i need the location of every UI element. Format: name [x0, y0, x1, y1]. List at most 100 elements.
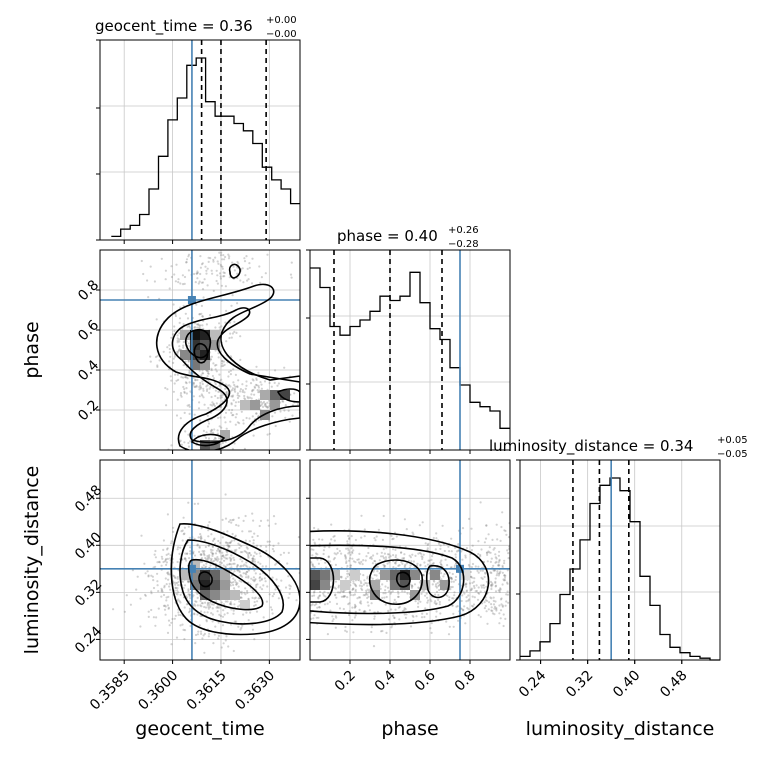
sample-point	[262, 584, 265, 587]
sample-point	[490, 557, 493, 560]
sample-point	[295, 599, 298, 602]
sample-point	[450, 550, 453, 553]
sample-point	[223, 258, 226, 261]
sample-point	[187, 589, 190, 593]
sample-point	[187, 433, 190, 436]
sample-point	[258, 552, 261, 555]
sample-point	[188, 557, 191, 560]
sample-point	[173, 575, 176, 578]
sample-point	[410, 584, 413, 587]
sample-point	[347, 552, 350, 555]
sample-point	[203, 651, 206, 654]
sample-point	[192, 550, 195, 553]
y-axis-label-luminosity-distance: luminosity_distance	[21, 466, 43, 655]
sample-point	[452, 580, 455, 583]
sample-point	[215, 600, 218, 603]
sample-point	[272, 592, 276, 596]
sample-point	[226, 550, 229, 553]
sample-point	[317, 596, 320, 599]
sample-point	[242, 572, 245, 575]
sample-point	[231, 294, 234, 297]
sample-point	[251, 390, 254, 393]
sample-point	[492, 599, 495, 603]
density-cell	[440, 580, 450, 590]
sample-point	[195, 384, 198, 387]
sample-point	[363, 579, 366, 582]
x-tick-label: 0.40	[610, 668, 643, 701]
sample-point	[311, 554, 314, 557]
sample-point	[210, 557, 213, 560]
sample-point	[329, 609, 332, 612]
density-cell	[200, 330, 210, 340]
density-cell	[190, 580, 200, 590]
sample-point	[483, 601, 486, 604]
sample-point	[202, 396, 205, 399]
sample-point	[410, 586, 413, 589]
sample-point	[196, 592, 199, 596]
sample-point	[170, 275, 173, 279]
contour-peak	[193, 342, 209, 364]
sample-point	[245, 380, 248, 383]
sample-point	[397, 595, 400, 599]
sample-point	[194, 600, 197, 603]
sample-point	[453, 564, 456, 567]
sample-point	[144, 572, 147, 575]
sample-point	[347, 534, 350, 538]
sample-point	[283, 409, 286, 412]
sample-point	[222, 254, 225, 257]
x-tick-label: 0.6	[412, 667, 439, 694]
sample-point	[245, 576, 248, 579]
sample-point	[287, 409, 290, 412]
sample-point	[242, 519, 245, 523]
sample-point	[207, 256, 210, 259]
sample-point	[207, 529, 210, 532]
sample-point	[290, 261, 293, 264]
sample-point	[506, 582, 509, 585]
sample-point	[203, 554, 206, 557]
sample-point	[455, 562, 458, 565]
sample-point	[200, 566, 204, 569]
sample-point	[200, 304, 203, 307]
sample-point	[366, 575, 369, 578]
sample-point	[162, 548, 165, 552]
sample-point	[323, 546, 326, 549]
sample-point	[183, 584, 187, 587]
sample-point	[197, 282, 200, 285]
sample-point	[184, 381, 187, 384]
sample-point	[273, 411, 277, 414]
sample-point	[251, 557, 254, 560]
sample-point	[497, 561, 500, 564]
sample-point	[498, 590, 501, 594]
sample-point	[217, 634, 220, 638]
sample-point	[214, 389, 217, 392]
sample-point	[478, 592, 481, 595]
sample-point	[194, 281, 197, 284]
sample-point	[207, 607, 210, 610]
sample-point	[266, 433, 269, 436]
sample-point	[230, 608, 233, 611]
sample-point	[266, 401, 269, 404]
sample-point	[193, 613, 196, 616]
sample-point	[226, 530, 229, 533]
sample-point	[312, 565, 315, 568]
sample-point	[274, 424, 277, 428]
sample-point	[162, 604, 166, 608]
sample-point	[329, 560, 332, 563]
sample-point	[156, 365, 159, 368]
sample-point	[503, 559, 506, 562]
sample-point	[234, 390, 237, 393]
sample-point	[319, 590, 322, 594]
sample-point	[501, 583, 504, 586]
sample-point	[188, 593, 191, 596]
sample-point	[432, 536, 435, 540]
sample-point	[196, 277, 199, 280]
sample-point	[334, 587, 337, 590]
sample-point	[503, 579, 506, 582]
sample-point	[244, 587, 247, 590]
sample-point	[242, 422, 245, 425]
sample-point	[179, 593, 182, 596]
sample-point	[499, 588, 502, 591]
sample-point	[178, 321, 181, 324]
title-lower: −0.28	[448, 239, 479, 250]
sample-point	[210, 428, 213, 431]
